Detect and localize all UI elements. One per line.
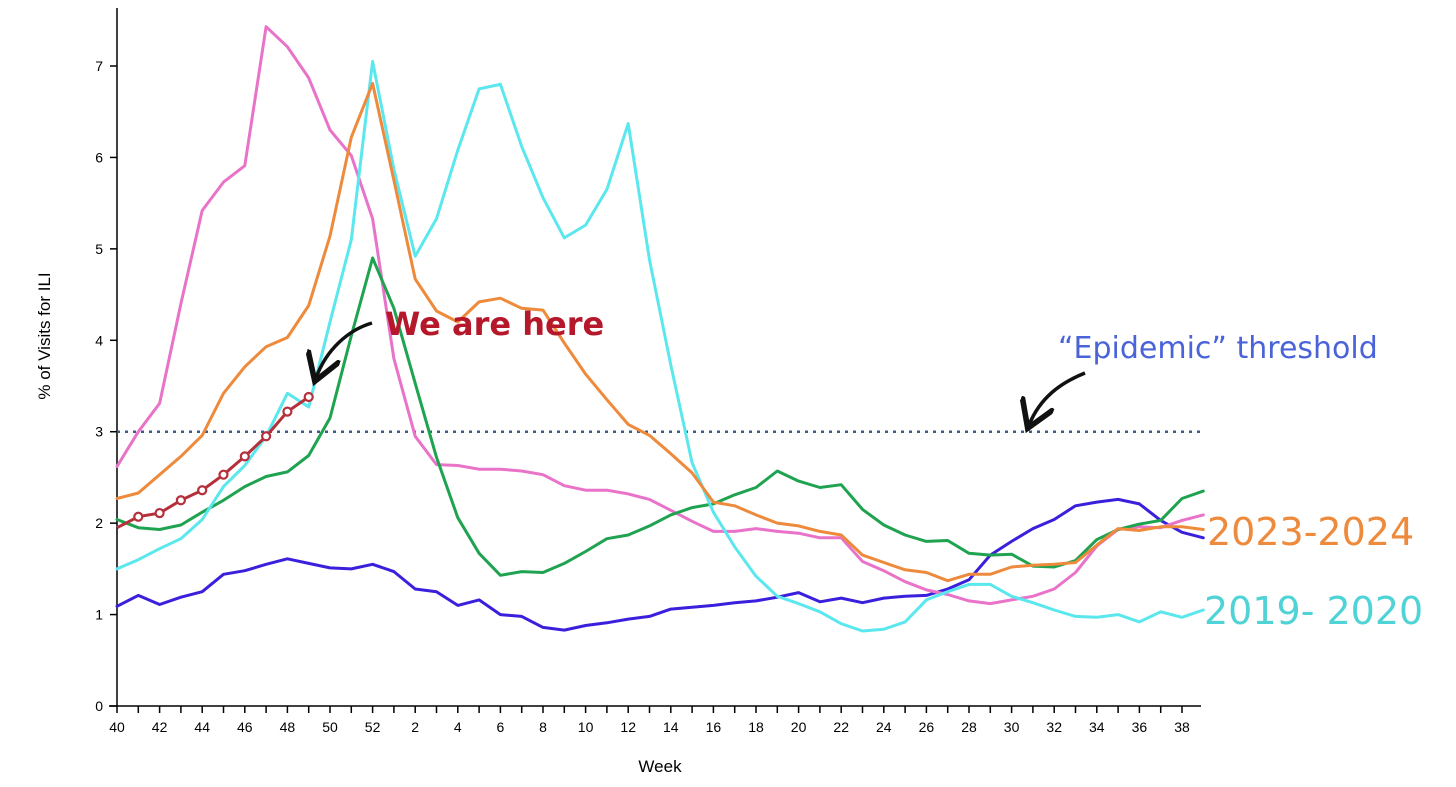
x-tick-label: 34 xyxy=(1089,719,1105,735)
current-season-group xyxy=(116,391,314,530)
x-tick-label: 14 xyxy=(663,719,679,735)
annotation-we-are-here: We are here xyxy=(385,305,604,343)
annotation-epidemic-threshold: “Epidemic” threshold xyxy=(1058,331,1378,366)
x-tick-label: 18 xyxy=(748,719,764,735)
series-line-2 xyxy=(115,256,1205,577)
y-tick-label: 4 xyxy=(95,332,103,348)
x-tick-label: 2 xyxy=(411,719,419,735)
x-tick-label: 44 xyxy=(194,719,210,735)
y-tick-label: 2 xyxy=(95,515,103,531)
x-tick-label: 12 xyxy=(620,719,636,735)
x-tick-label: 46 xyxy=(237,719,253,735)
current-season-point xyxy=(218,469,229,480)
x-tick-label: 50 xyxy=(322,719,338,735)
series-line-3 xyxy=(115,59,1205,633)
x-tick-label: 28 xyxy=(961,719,977,735)
current-season-point xyxy=(303,391,314,403)
x-tick-label: 42 xyxy=(152,719,168,735)
y-tick-label: 6 xyxy=(95,149,103,165)
x-axis-title: Week xyxy=(638,757,682,776)
x-tick-label: 40 xyxy=(109,719,125,735)
current-season-point xyxy=(197,485,208,496)
x-tick-label: 52 xyxy=(365,719,381,735)
x-tick-label: 36 xyxy=(1132,719,1148,735)
current-season-line xyxy=(116,395,310,530)
series-line-4 xyxy=(115,81,1205,583)
x-tick-label: 20 xyxy=(791,719,807,735)
current-season-point xyxy=(175,495,186,506)
season-label-2019-2020: 2019- 2020 xyxy=(1204,589,1423,633)
x-tick-label: 48 xyxy=(280,719,296,735)
season-label-2023-2024: 2023-2024 xyxy=(1207,510,1414,554)
y-axis-title: % of Visits for ILI xyxy=(35,272,54,399)
x-tick-label: 16 xyxy=(706,719,722,735)
y-tick-label: 7 xyxy=(95,58,103,74)
threshold-arrow xyxy=(1029,371,1086,425)
series-group xyxy=(115,25,1205,633)
current-season-point xyxy=(239,451,250,462)
x-tick-label: 38 xyxy=(1174,719,1190,735)
y-tick-label: 1 xyxy=(95,607,103,623)
y-tick-label: 0 xyxy=(95,698,103,714)
x-tick-label: 6 xyxy=(497,719,505,735)
x-tick-label: 10 xyxy=(578,719,594,735)
x-tick-label: 24 xyxy=(876,719,892,735)
current-season-point xyxy=(133,511,144,522)
current-season-point xyxy=(154,507,165,519)
x-tick-label: 32 xyxy=(1046,719,1062,735)
x-tick-label: 26 xyxy=(919,719,935,735)
series-line-0 xyxy=(115,497,1205,632)
x-tick-label: 30 xyxy=(1004,719,1020,735)
x-tick-label: 22 xyxy=(833,719,849,735)
x-tick-label: 8 xyxy=(539,719,547,735)
current-season-point xyxy=(282,406,293,417)
we-are-here-arrow xyxy=(316,321,373,378)
y-tick-label: 3 xyxy=(95,424,103,440)
y-tick-label: 5 xyxy=(95,241,103,257)
x-tick-label: 4 xyxy=(454,719,462,735)
current-season-point xyxy=(261,431,272,442)
